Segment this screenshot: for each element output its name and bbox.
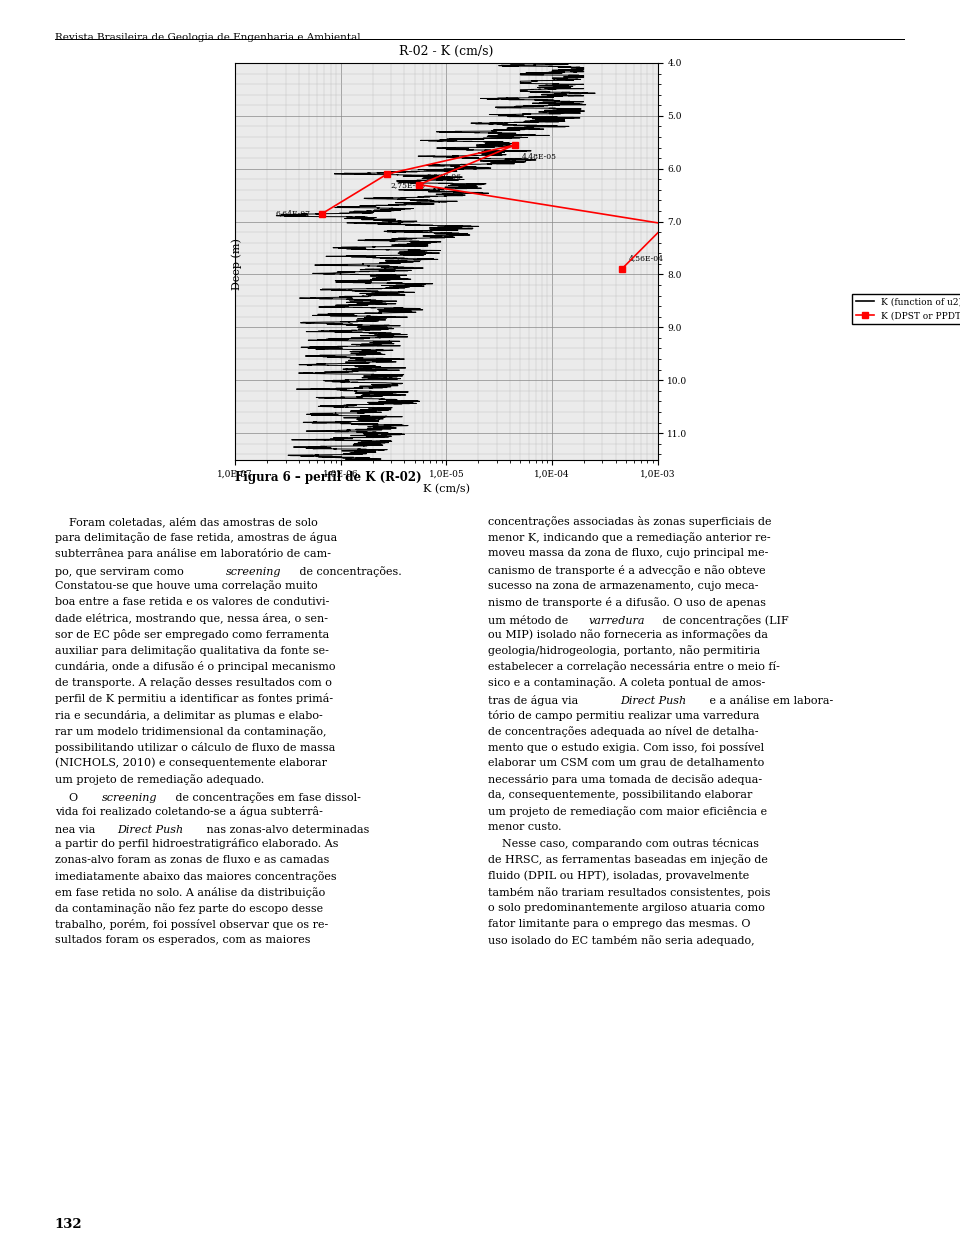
Text: screening: screening [226, 568, 281, 578]
Text: Revista Brasileira de Geologia de Engenharia e Ambiental: Revista Brasileira de Geologia de Engenh… [55, 33, 360, 42]
Legend: K (function of u2), K (DPST or PPDT): K (function of u2), K (DPST or PPDT) [852, 293, 960, 324]
Text: cundária, onde a difusão é o principal mecanismo: cundária, onde a difusão é o principal m… [55, 661, 335, 672]
Text: elaborar um CSM com um grau de detalhamento: elaborar um CSM com um grau de detalhame… [488, 758, 764, 768]
Text: de HRSC, as ferramentas baseadas em injeção de: de HRSC, as ferramentas baseadas em inje… [488, 855, 768, 865]
X-axis label: K (cm/s): K (cm/s) [423, 483, 469, 494]
Text: da contaminação não fez parte do escopo desse: da contaminação não fez parte do escopo … [55, 903, 323, 914]
Text: subterrânea para análise em laboratório de cam-: subterrânea para análise em laboratório … [55, 549, 330, 559]
Text: sultados foram os esperados, com as maiores: sultados foram os esperados, com as maio… [55, 935, 310, 946]
Text: dade elétrica, mostrando que, nessa área, o sen-: dade elétrica, mostrando que, nessa área… [55, 613, 327, 624]
Text: de concentrações em fase dissol-: de concentrações em fase dissol- [172, 792, 360, 803]
Text: ou MIP) isolado não forneceria as informações da: ou MIP) isolado não forneceria as inform… [488, 630, 768, 640]
Text: nismo de transporte é a difusão. O uso de apenas: nismo de transporte é a difusão. O uso d… [488, 597, 766, 608]
Text: Foram coletadas, além das amostras de solo: Foram coletadas, além das amostras de so… [55, 516, 318, 528]
Text: em fase retida no solo. A análise da distribuição: em fase retida no solo. A análise da dis… [55, 886, 325, 898]
Text: Direct Push: Direct Push [620, 696, 686, 706]
Text: o solo predominantemente argiloso atuaria como: o solo predominantemente argiloso atuari… [488, 903, 764, 913]
Text: para delimitação de fase retida, amostras de água: para delimitação de fase retida, amostra… [55, 533, 337, 544]
Text: de concentrações (LIF: de concentrações (LIF [659, 614, 789, 626]
Title: R-02 - K (cm/s): R-02 - K (cm/s) [399, 44, 493, 58]
Text: de concentrações adequada ao nível de detalha-: de concentrações adequada ao nível de de… [488, 725, 758, 737]
Text: auxiliar para delimitação qualitativa da fonte se-: auxiliar para delimitação qualitativa da… [55, 645, 328, 656]
Text: 132: 132 [55, 1219, 83, 1231]
Text: também não trariam resultados consistentes, pois: também não trariam resultados consistent… [488, 886, 770, 898]
Text: fator limitante para o emprego das mesmas. O: fator limitante para o emprego das mesma… [488, 919, 750, 929]
Text: nas zonas-alvo determinadas: nas zonas-alvo determinadas [203, 825, 369, 835]
Text: Constatou-se que houve uma correlação muito: Constatou-se que houve uma correlação mu… [55, 580, 318, 592]
Text: Deep (m): Deep (m) [231, 238, 243, 291]
Text: trabalho, porém, foi possível observar que os re-: trabalho, porém, foi possível observar q… [55, 919, 328, 930]
Text: zonas-alvo foram as zonas de fluxo e as camadas: zonas-alvo foram as zonas de fluxo e as … [55, 855, 329, 865]
Text: ria e secundária, a delimitar as plumas e elabo-: ria e secundária, a delimitar as plumas … [55, 710, 323, 720]
Text: sico e a contaminação. A coleta pontual de amos-: sico e a contaminação. A coleta pontual … [488, 677, 765, 689]
Text: varredura: varredura [588, 616, 645, 626]
Text: rar um modelo tridimensional da contaminação,: rar um modelo tridimensional da contamin… [55, 725, 326, 737]
Text: a partir do perfil hidroestratigráfico elaborado. As: a partir do perfil hidroestratigráfico e… [55, 838, 338, 850]
Text: 2,75E-06: 2,75E-06 [390, 181, 425, 189]
Text: Figura 6 – perfil de K (R-02): Figura 6 – perfil de K (R-02) [235, 471, 421, 483]
Text: de transporte. A relação desses resultados com o: de transporte. A relação desses resultad… [55, 677, 331, 689]
Text: imediatamente abaixo das maiores concentrações: imediatamente abaixo das maiores concent… [55, 871, 336, 881]
Text: menor custo.: menor custo. [488, 822, 562, 832]
Text: sor de EC pôde ser empregado como ferramenta: sor de EC pôde ser empregado como ferram… [55, 630, 329, 640]
Text: tras de água via: tras de água via [488, 695, 582, 706]
Text: fluido (DPIL ou HPT), isoladas, provavelmente: fluido (DPIL ou HPT), isoladas, provavel… [488, 871, 749, 881]
Text: necessário para uma tomada de decisão adequa-: necessário para uma tomada de decisão ad… [488, 774, 762, 786]
Text: estabelecer a correlação necessária entre o meio fí-: estabelecer a correlação necessária entr… [488, 661, 780, 672]
Text: 4,56E-04: 4,56E-04 [629, 254, 663, 262]
Text: um método de: um método de [488, 616, 571, 626]
Text: concentrações associadas às zonas superficiais de: concentrações associadas às zonas superf… [488, 516, 771, 528]
Text: tório de campo permitiu realizar uma varredura: tório de campo permitiu realizar uma var… [488, 710, 759, 720]
Text: boa entre a fase retida e os valores de condutivi-: boa entre a fase retida e os valores de … [55, 597, 329, 607]
Text: de concentrações.: de concentrações. [297, 567, 402, 578]
Text: 6,64E-07: 6,64E-07 [276, 210, 311, 218]
Text: canismo de transporte é a advecção e não obteve: canismo de transporte é a advecção e não… [488, 564, 765, 575]
Text: geologia/hidrogeologia, portanto, não permitiria: geologia/hidrogeologia, portanto, não pe… [488, 645, 760, 656]
Text: e a análise em labora-: e a análise em labora- [706, 696, 833, 706]
Text: da, consequentemente, possibilitando elaborar: da, consequentemente, possibilitando ela… [488, 791, 752, 801]
Text: O: O [55, 793, 82, 803]
Text: sucesso na zona de armazenamento, cujo meca-: sucesso na zona de armazenamento, cujo m… [488, 580, 758, 590]
Text: (NICHOLS, 2010) e consequentemente elaborar: (NICHOLS, 2010) e consequentemente elabo… [55, 758, 326, 768]
Text: moveu massa da zona de fluxo, cujo principal me-: moveu massa da zona de fluxo, cujo princ… [488, 549, 768, 559]
Text: um projeto de remediação adequado.: um projeto de remediação adequado. [55, 774, 264, 784]
Text: Direct Push: Direct Push [117, 825, 183, 835]
Text: uso isolado do EC também não seria adequado,: uso isolado do EC também não seria adequ… [488, 935, 755, 947]
Text: mento que o estudo exigia. Com isso, foi possível: mento que o estudo exigia. Com isso, foi… [488, 742, 764, 753]
Text: um projeto de remediação com maior eficiência e: um projeto de remediação com maior efici… [488, 806, 767, 817]
Text: Nesse caso, comparando com outras técnicas: Nesse caso, comparando com outras técnic… [488, 838, 758, 850]
Text: menor K, indicando que a remediação anterior re-: menor K, indicando que a remediação ante… [488, 533, 770, 543]
Text: perfil de K permitiu a identificar as fontes primá-: perfil de K permitiu a identificar as fo… [55, 694, 333, 705]
Text: screening: screening [102, 793, 156, 803]
Text: po, que serviram como: po, que serviram como [55, 568, 187, 578]
Text: nea via: nea via [55, 825, 99, 835]
Text: 4,48E-05: 4,48E-05 [522, 152, 557, 160]
Text: 5,52E-06: 5,52E-06 [426, 172, 461, 180]
Text: vida foi realizado coletando-se a água subterrâ-: vida foi realizado coletando-se a água s… [55, 806, 323, 817]
Text: possibilitando utilizar o cálculo de fluxo de massa: possibilitando utilizar o cálculo de flu… [55, 742, 335, 753]
